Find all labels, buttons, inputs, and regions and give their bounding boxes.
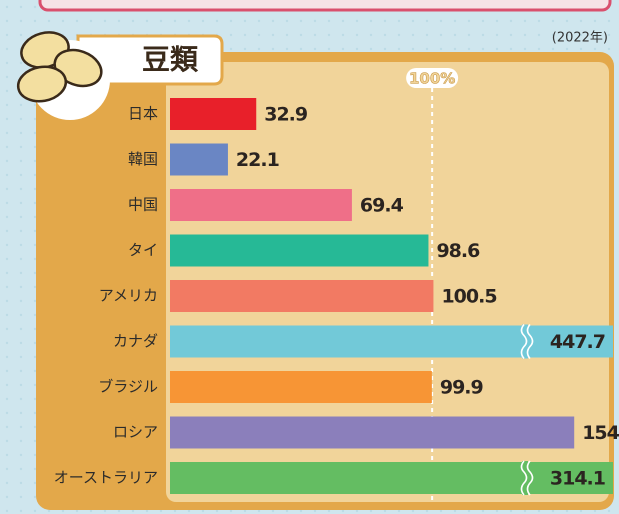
category-label: 中国 [128, 196, 158, 214]
prev-panel [38, 0, 612, 12]
chart-title: 豆類 [142, 43, 199, 76]
category-label: ブラジル [98, 378, 158, 396]
value-label: 154.2 [582, 422, 619, 444]
reference-label-bg [406, 68, 459, 88]
value-label: 99.9 [440, 377, 483, 399]
bar [170, 371, 432, 403]
category-label: 韓国 [128, 150, 158, 168]
value-label: 22.1 [236, 149, 279, 171]
title-tab [76, 34, 224, 86]
break-mark [520, 460, 528, 496]
beans-icon [16, 31, 103, 103]
break-mark [520, 323, 528, 360]
reference-label: 100% [409, 70, 455, 88]
category-label: アメリカ [99, 287, 158, 305]
break-mark [526, 460, 534, 496]
category-label: 日本 [128, 105, 158, 123]
bar [170, 234, 429, 267]
note: (2022年) [552, 31, 608, 46]
bar [170, 416, 575, 449]
bar [170, 325, 613, 358]
value-label: 100.5 [441, 286, 496, 308]
value-label: 32.9 [264, 104, 307, 126]
bar [170, 143, 228, 176]
category-label: カナダ [113, 332, 158, 350]
value-label: 447.7 [550, 331, 605, 353]
break-mark [526, 323, 534, 360]
category-label: タイ [128, 241, 158, 259]
break-gap [522, 461, 528, 495]
value-label: 98.6 [436, 240, 480, 262]
value-label: 314.1 [550, 468, 605, 490]
break-gap [522, 324, 528, 359]
category-label: ロシア [113, 423, 158, 441]
value-label: 69.4 [360, 195, 404, 217]
bar [170, 98, 257, 130]
bar [170, 189, 352, 221]
category-label: オーストラリア [54, 469, 158, 487]
bars [170, 98, 613, 494]
bar [170, 462, 613, 494]
bar [170, 280, 434, 312]
